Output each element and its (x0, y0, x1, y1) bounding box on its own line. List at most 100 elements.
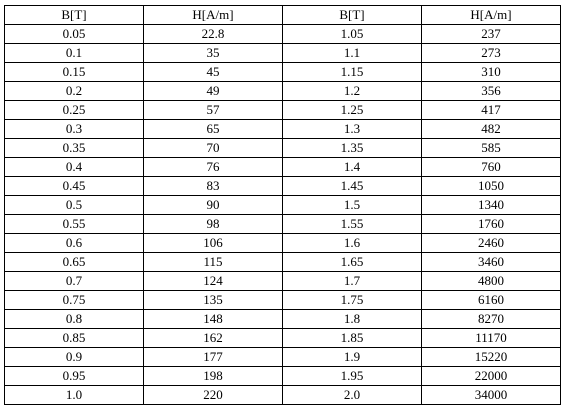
header-h-right: H[A/m] (421, 5, 561, 25)
cell-b-right: 1.5 (282, 195, 422, 215)
cell-b-left: 0.7 (4, 271, 144, 291)
table-row: 0.35 70 1.35 585 (4, 138, 561, 158)
cell-h-left: 70 (143, 138, 283, 158)
cell-b-left: 0.15 (4, 62, 144, 82)
cell-h-right: 11170 (421, 328, 561, 348)
cell-h-right: 1050 (421, 176, 561, 196)
table-row: 0.4 76 1.4 760 (4, 157, 561, 177)
cell-b-right: 1.05 (282, 24, 422, 44)
cell-b-left: 0.45 (4, 176, 144, 196)
cell-h-right: 22000 (421, 366, 561, 386)
cell-b-left: 0.8 (4, 309, 144, 329)
cell-h-right: 1340 (421, 195, 561, 215)
cell-h-right: 310 (421, 62, 561, 82)
cell-h-left: 90 (143, 195, 283, 215)
cell-h-right: 417 (421, 100, 561, 120)
table-row: 0.05 22.8 1.05 237 (4, 24, 561, 44)
cell-b-right: 1.8 (282, 309, 422, 329)
cell-b-left: 0.65 (4, 252, 144, 272)
cell-h-left: 83 (143, 176, 283, 196)
cell-h-left: 135 (143, 290, 283, 310)
cell-b-left: 0.95 (4, 366, 144, 386)
cell-b-right: 1.2 (282, 81, 422, 101)
table-row: 1.0 220 2.0 34000 (4, 385, 561, 405)
cell-b-left: 0.05 (4, 24, 144, 44)
cell-h-right: 4800 (421, 271, 561, 291)
cell-h-left: 198 (143, 366, 283, 386)
table-row: 0.75 135 1.75 6160 (4, 290, 561, 310)
cell-h-right: 6160 (421, 290, 561, 310)
table-header: B[T] H[A/m] B[T] H[A/m] (4, 5, 561, 25)
cell-h-right: 237 (421, 24, 561, 44)
cell-b-right: 1.6 (282, 233, 422, 253)
table-body: 0.05 22.8 1.05 237 0.1 35 1.1 273 0.15 45 1.15 310 0… (4, 24, 561, 405)
cell-b-left: 0.85 (4, 328, 144, 348)
table-row: 0.25 57 1.25 417 (4, 100, 561, 120)
bh-table-container: B[T] H[A/m] B[T] H[A/m] 0.05 22.8 1.05 237 0… (4, 5, 561, 405)
cell-b-left: 0.35 (4, 138, 144, 158)
cell-b-left: 0.5 (4, 195, 144, 215)
table-row: 0.65 115 1.65 3460 (4, 252, 561, 272)
cell-h-left: 22.8 (143, 24, 283, 44)
cell-b-right: 1.35 (282, 138, 422, 158)
cell-h-left: 98 (143, 214, 283, 234)
table-row: 0.9 177 1.9 15220 (4, 347, 561, 367)
cell-h-left: 124 (143, 271, 283, 291)
table-row: 0.8 148 1.8 8270 (4, 309, 561, 329)
cell-b-right: 1.3 (282, 119, 422, 139)
table-row: 0.5 90 1.5 1340 (4, 195, 561, 215)
cell-b-left: 0.4 (4, 157, 144, 177)
cell-b-left: 0.25 (4, 100, 144, 120)
cell-b-right: 1.1 (282, 43, 422, 63)
cell-b-right: 1.4 (282, 157, 422, 177)
cell-b-right: 1.75 (282, 290, 422, 310)
table-row: 0.95 198 1.95 22000 (4, 366, 561, 386)
cell-h-right: 15220 (421, 347, 561, 367)
header-b-right: B[T] (282, 5, 422, 25)
cell-h-left: 148 (143, 309, 283, 329)
cell-h-left: 35 (143, 43, 283, 63)
cell-h-left: 57 (143, 100, 283, 120)
cell-b-left: 0.9 (4, 347, 144, 367)
header-b-left: B[T] (4, 5, 144, 25)
cell-b-left: 0.3 (4, 119, 144, 139)
cell-h-left: 76 (143, 157, 283, 177)
cell-h-right: 356 (421, 81, 561, 101)
cell-h-right: 585 (421, 138, 561, 158)
cell-b-left: 0.75 (4, 290, 144, 310)
cell-b-left: 0.1 (4, 43, 144, 63)
cell-h-left: 65 (143, 119, 283, 139)
cell-h-left: 106 (143, 233, 283, 253)
cell-b-right: 1.25 (282, 100, 422, 120)
cell-h-right: 3460 (421, 252, 561, 272)
table-row: 0.1 35 1.1 273 (4, 43, 561, 63)
cell-b-left: 0.6 (4, 233, 144, 253)
cell-h-left: 115 (143, 252, 283, 272)
cell-h-left: 162 (143, 328, 283, 348)
cell-b-left: 1.0 (4, 385, 144, 405)
cell-h-left: 220 (143, 385, 283, 405)
cell-h-left: 177 (143, 347, 283, 367)
cell-h-right: 482 (421, 119, 561, 139)
cell-b-right: 2.0 (282, 385, 422, 405)
cell-b-right: 1.55 (282, 214, 422, 234)
table-row: 0.85 162 1.85 11170 (4, 328, 561, 348)
table-row: 0.2 49 1.2 356 (4, 81, 561, 101)
cell-h-right: 1760 (421, 214, 561, 234)
header-row: B[T] H[A/m] B[T] H[A/m] (4, 5, 561, 25)
cell-b-right: 1.7 (282, 271, 422, 291)
cell-b-right: 1.85 (282, 328, 422, 348)
cell-h-left: 49 (143, 81, 283, 101)
table-row: 0.3 65 1.3 482 (4, 119, 561, 139)
cell-h-right: 34000 (421, 385, 561, 405)
bh-table: B[T] H[A/m] B[T] H[A/m] 0.05 22.8 1.05 237 0… (4, 5, 561, 405)
cell-b-left: 0.2 (4, 81, 144, 101)
table-row: 0.7 124 1.7 4800 (4, 271, 561, 291)
table-row: 0.45 83 1.45 1050 (4, 176, 561, 196)
cell-h-left: 45 (143, 62, 283, 82)
cell-b-right: 1.95 (282, 366, 422, 386)
cell-b-right: 1.65 (282, 252, 422, 272)
cell-b-right: 1.45 (282, 176, 422, 196)
cell-h-right: 760 (421, 157, 561, 177)
cell-b-right: 1.9 (282, 347, 422, 367)
